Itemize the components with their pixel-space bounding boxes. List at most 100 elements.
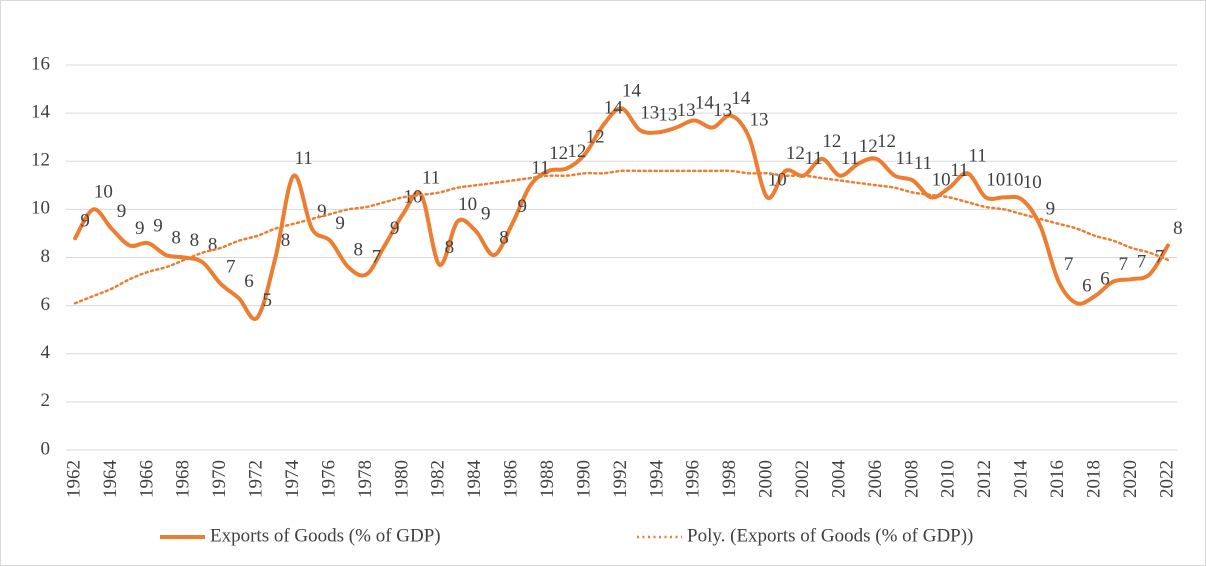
data-label: 9 [117, 201, 127, 222]
data-label: 6 [1082, 276, 1092, 297]
data-label: 10 [458, 194, 477, 215]
data-line [73, 106, 1170, 322]
data-label: 9 [335, 213, 345, 234]
x-tick-label: 1980 [391, 460, 412, 498]
x-tick-label: 1974 [282, 460, 303, 499]
x-tick-label: 1970 [209, 460, 230, 498]
x-tick-label: 2010 [938, 460, 959, 498]
trend-line [73, 169, 1170, 305]
data-label: 10 [986, 170, 1005, 191]
x-tick-label: 2014 [1011, 459, 1032, 498]
data-label: 12 [859, 136, 878, 157]
data-label: 11 [295, 148, 313, 169]
data-label: 10 [1023, 172, 1042, 193]
legend-label: Poly. (Exports of Goods (% of GDP)) [687, 525, 973, 546]
data-label: 7 [372, 247, 382, 268]
data-label: 9 [317, 201, 327, 222]
data-label: 13 [658, 105, 677, 126]
data-label: 13 [677, 100, 696, 121]
x-tick-label: 2018 [1083, 460, 1104, 498]
data-label: 8 [171, 227, 181, 248]
data-label: 11 [531, 158, 549, 179]
data-label: 8 [281, 230, 291, 251]
data-label: 10 [403, 187, 422, 208]
y-tick-label: 0 [41, 438, 51, 459]
x-tick-label: 1982 [428, 460, 449, 498]
data-label: 8 [190, 230, 200, 251]
x-tick-label: 1962 [63, 460, 84, 498]
x-tick-label: 1966 [136, 460, 157, 498]
y-tick-label: 4 [41, 342, 51, 363]
x-tick-label: 1988 [537, 460, 558, 498]
data-label: 14 [622, 81, 642, 102]
x-tick-label: 1968 [173, 460, 194, 498]
y-tick-label: 16 [31, 53, 50, 74]
data-label: 9 [80, 211, 90, 232]
x-tick-label: 1992 [610, 460, 631, 498]
data-label: 9 [390, 218, 400, 239]
y-tick-label: 6 [41, 294, 51, 315]
data-label: 12 [549, 143, 568, 164]
x-tick-label: 1964 [100, 460, 121, 499]
data-label: 11 [804, 148, 822, 169]
y-tick-label: 8 [41, 246, 51, 267]
data-label: 9 [517, 196, 527, 217]
data-label: 8 [499, 227, 509, 248]
data-label: 8 [208, 235, 218, 256]
data-label: 11 [914, 153, 932, 174]
y-tick-label: 12 [31, 150, 50, 171]
data-label: 7 [1155, 247, 1165, 268]
data-label: 11 [950, 160, 968, 181]
y-tick-label: 10 [31, 198, 50, 219]
data-label: 11 [968, 146, 986, 167]
x-tick-label: 2000 [756, 460, 777, 498]
data-label: 7 [1137, 252, 1147, 273]
x-tick-label: 2020 [1120, 460, 1141, 498]
data-label: 8 [354, 239, 364, 260]
x-tick-label: 2016 [1047, 460, 1068, 498]
data-label: 14 [695, 93, 715, 114]
x-tick-label: 1990 [573, 460, 594, 498]
data-label: 11 [896, 148, 914, 169]
x-tick-label: 2008 [901, 460, 922, 498]
data-label: 9 [153, 215, 163, 236]
data-label: 11 [841, 148, 859, 169]
data-label: 12 [567, 141, 586, 162]
data-label: 8 [445, 237, 455, 258]
legend-label: Exports of Goods (% of GDP) [210, 525, 441, 546]
data-label: 9 [1046, 199, 1056, 220]
data-label: 6 [244, 271, 254, 292]
x-tick-label: 1972 [246, 460, 267, 498]
data-label: 10 [94, 182, 113, 203]
data-label: 8 [1173, 218, 1183, 239]
data-label: 13 [640, 102, 659, 123]
data-label: 11 [422, 167, 440, 188]
y-tick-label: 2 [41, 390, 51, 411]
x-tick-label: 1998 [719, 460, 740, 498]
x-tick-label: 2012 [974, 460, 995, 498]
data-label: 12 [877, 131, 896, 152]
x-tick-label: 1984 [464, 459, 485, 498]
data-label: 14 [604, 98, 624, 119]
data-label: 9 [481, 203, 491, 224]
x-tick-label: 1976 [318, 460, 339, 498]
x-tick-label: 2006 [865, 460, 886, 498]
data-label: 10 [932, 170, 951, 191]
data-label: 13 [749, 110, 768, 131]
x-tick-label: 1986 [501, 460, 522, 498]
x-tick-label: 2004 [828, 460, 849, 499]
data-label: 12 [822, 131, 841, 152]
data-label: 7 [1064, 254, 1074, 275]
data-label: 6 [1100, 268, 1110, 289]
x-tick-label: 2002 [792, 460, 813, 498]
data-label: 7 [1119, 254, 1129, 275]
x-tick-label: 1978 [355, 460, 376, 498]
x-tick-label: 1994 [646, 460, 667, 499]
data-label: 12 [786, 143, 805, 164]
data-label: 5 [262, 290, 272, 311]
data-label: 7 [226, 256, 236, 277]
x-tick-label: 2022 [1156, 460, 1177, 498]
